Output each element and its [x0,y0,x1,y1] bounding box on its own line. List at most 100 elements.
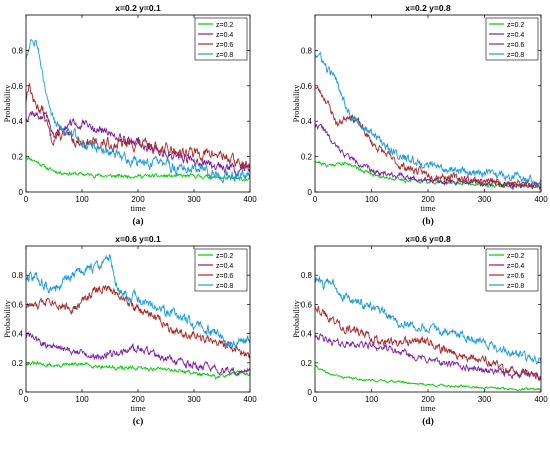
y-tick-label: 0.4 [301,330,313,339]
legend-box [485,17,539,61]
legend: z=0.2 z=0.4 z=0.6 z=0.8 [194,17,248,61]
legend-label: z=0.6 [507,42,524,49]
legend-box [194,17,248,61]
legend-label: z=0.8 [216,283,233,290]
legend-label: z=0.2 [216,22,233,29]
x-tick-label: 0 [313,195,318,204]
x-tick-label: 300 [187,395,201,404]
legend-label: z=0.4 [507,263,524,270]
series-group [26,38,250,184]
chart-panel-c: 0 100 200 300 400 0 0.2 0.4 0.6 0.8 x=0.6 y=0.1 tim… [2,234,257,427]
chart-panel-b: 0 100 200 300 400 0 0.2 0.4 0.6 0.8 x=0.2 y=0.8 tim… [291,3,548,227]
x-tick-label: 200 [421,195,435,204]
chart-title: x=0.6 y=0.8 [405,234,451,244]
legend-label: z=0.8 [507,283,524,290]
x-tick-label: 200 [131,195,145,204]
panel-caption: (d) [422,416,434,427]
y-axis-label: Probability [2,84,12,123]
series-line-z-06 [26,285,250,360]
y-tick-label: 0 [19,388,24,397]
x-tick-label: 0 [24,395,29,404]
x-tick-label: 400 [243,395,257,404]
series-line-z-02 [26,156,250,182]
y-tick-label: 0.6 [12,300,24,309]
legend-box [485,248,539,292]
x-axis-label: time [130,203,145,213]
series-line-z-08 [315,275,541,365]
x-tick-label: 0 [313,395,318,404]
series-line-z-02 [26,360,250,380]
legend-label: z=0.2 [507,22,524,29]
y-tick-label: 0.8 [301,46,313,55]
series-group [315,51,541,192]
series-line-z-08 [26,254,250,349]
x-tick-label: 0 [24,195,29,204]
chart-title: x=0.6 y=0.1 [115,234,161,244]
y-tick-label: 0.2 [12,359,24,368]
panel-caption: (b) [422,216,434,227]
legend-label: z=0.2 [216,253,233,260]
y-tick-label: 0.8 [12,271,24,280]
chart-title: x=0.2 y=0.1 [115,3,161,13]
y-tick-label: 0.6 [12,82,24,91]
legend-label: z=0.4 [216,263,233,270]
series-group [26,254,250,380]
legend-label: z=0.8 [216,52,233,59]
x-axis-label: time [420,203,435,213]
x-tick-label: 100 [365,195,379,204]
y-tick-label: 0.4 [301,117,313,126]
y-axis-label: Probability [291,84,301,123]
legend-label: z=0.4 [507,32,524,39]
x-axis-label: time [420,403,435,413]
x-tick-label: 300 [478,195,492,204]
y-tick-label: 0.4 [12,117,24,126]
y-tick-label: 0 [19,188,24,197]
legend: z=0.2 z=0.4 z=0.6 z=0.8 [485,17,539,61]
chart-panel-d: 0 100 200 300 400 0 0.2 0.4 0.6 0.8 x=0.6 y=0.8 tim… [291,234,548,427]
series-line-z-04 [26,332,250,377]
y-tick-label: 0.2 [12,153,24,162]
legend-label: z=0.6 [507,273,524,280]
x-tick-label: 200 [131,395,145,404]
panel-caption: (c) [133,416,144,427]
panel-caption: (a) [132,216,143,227]
series-line-z-06 [315,85,541,192]
y-tick-label: 0.6 [301,300,313,309]
legend-label: z=0.2 [507,253,524,260]
y-tick-label: 0.4 [12,330,24,339]
x-tick-label: 300 [187,195,201,204]
legend-label: z=0.6 [216,42,233,49]
x-tick-label: 400 [243,195,257,204]
y-axis-label: Probability [291,299,301,338]
y-tick-label: 0 [308,388,313,397]
y-tick-label: 0.2 [301,153,313,162]
x-tick-label: 300 [478,395,492,404]
y-tick-label: 0.2 [301,359,313,368]
series-line-z-08 [26,38,250,184]
x-tick-label: 400 [534,195,548,204]
legend-box [194,248,248,292]
chart-panel-a: 0 100 200 300 400 0 0.2 0.4 0.6 0.8 x=0.2 y=0.1 tim… [2,3,257,227]
x-tick-label: 400 [534,395,548,404]
x-tick-label: 100 [75,195,89,204]
y-tick-label: 0.6 [301,82,313,91]
x-tick-label: 200 [421,395,435,404]
x-axis-label: time [130,403,145,413]
x-tick-label: 100 [75,395,89,404]
series-line-z-06 [315,305,541,382]
chart-title: x=0.2 y=0.8 [405,3,451,13]
series-group [315,275,541,392]
legend-label: z=0.4 [216,32,233,39]
y-tick-label: 0 [308,188,313,197]
series-line-z-02 [315,364,541,392]
y-tick-label: 0.8 [12,46,24,55]
y-axis-label: Probability [2,299,12,338]
legend-label: z=0.6 [216,273,233,280]
legend-label: z=0.8 [507,52,524,59]
x-tick-label: 100 [365,395,379,404]
series-line-z-04 [26,110,250,176]
legend: z=0.2 z=0.4 z=0.6 z=0.8 [485,248,539,292]
series-line-z-08 [315,51,541,188]
legend: z=0.2 z=0.4 z=0.6 z=0.8 [194,248,248,292]
